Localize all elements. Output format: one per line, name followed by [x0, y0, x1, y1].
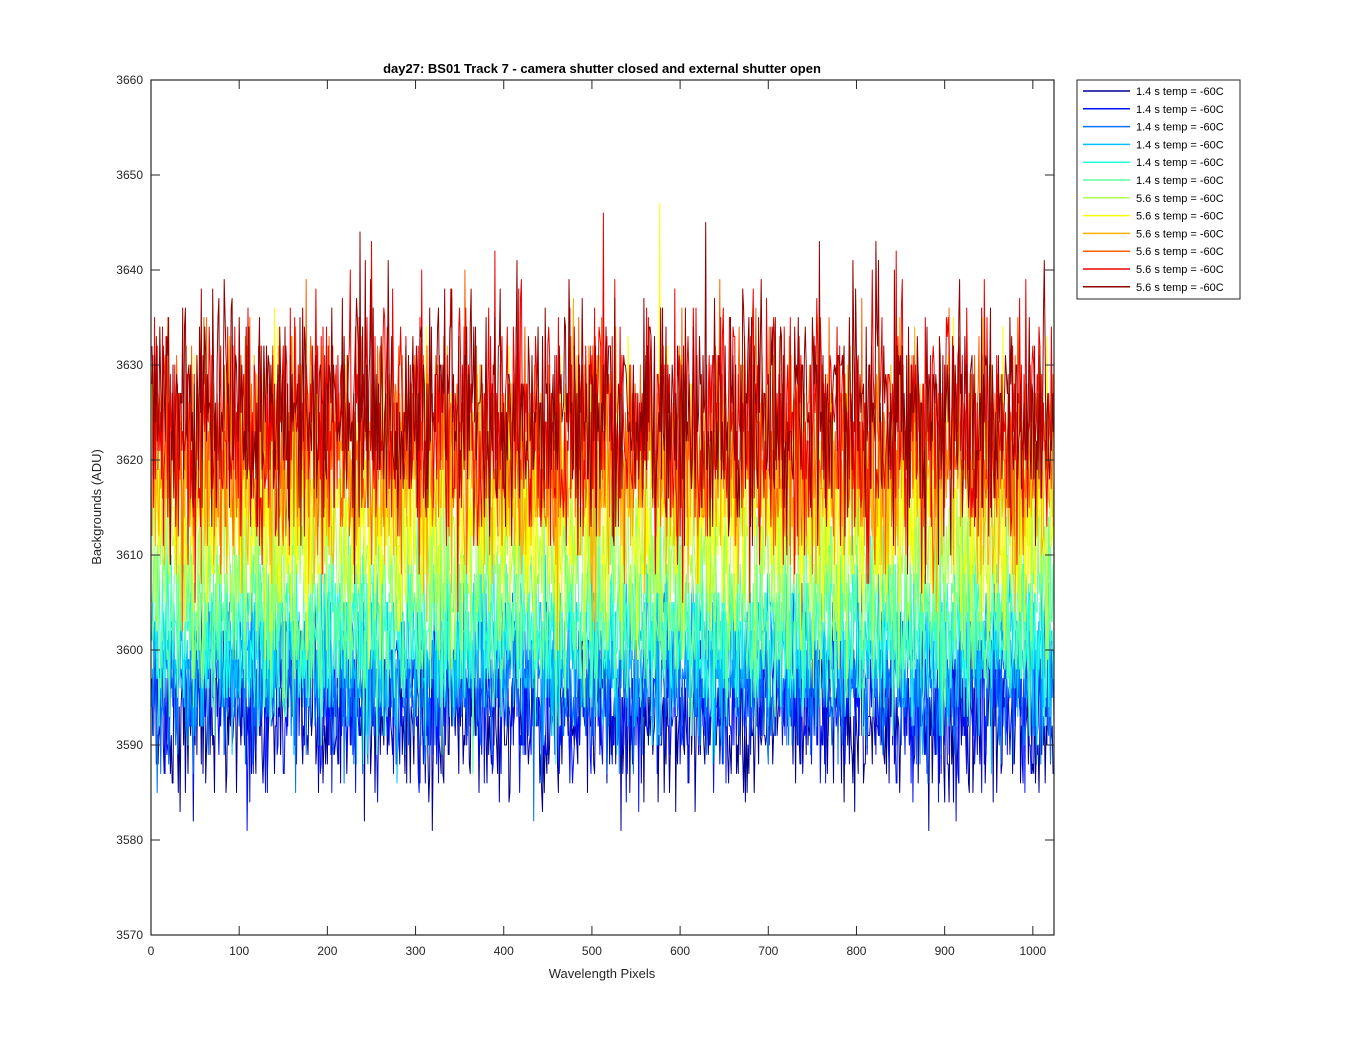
- series-line-8: [151, 203, 1055, 670]
- axes-box: [150, 79, 1055, 936]
- y-tick-label: 3640: [116, 263, 143, 277]
- y-tick-label: 3570: [116, 928, 143, 942]
- y-tick-label: 3590: [116, 738, 143, 752]
- x-axis-label: Wavelength Pixels: [549, 966, 656, 981]
- x-tick-label: 500: [582, 944, 602, 958]
- series-line-6: [151, 497, 1055, 774]
- legend-label-11: 5.6 s temp = -60C: [1136, 264, 1224, 276]
- y-tick-label: 3580: [116, 833, 143, 847]
- series-line-12: [151, 222, 1055, 584]
- x-tick-label: 0: [148, 944, 155, 958]
- y-axis-label: Backgrounds (ADU): [89, 449, 104, 565]
- series-layer: [151, 203, 1055, 831]
- legend-label-3: 1.4 s temp = -60C: [1136, 122, 1224, 134]
- x-tick-label: 200: [317, 944, 337, 958]
- legend-label-7: 5.6 s temp = -60C: [1136, 193, 1224, 205]
- legend-label-2: 1.4 s temp = -60C: [1136, 104, 1224, 116]
- y-tick-label: 3650: [116, 168, 143, 182]
- x-tick-label: 700: [758, 944, 778, 958]
- y-tick-label: 3610: [116, 548, 143, 562]
- x-tick-label: 400: [494, 944, 514, 958]
- legend-label-4: 1.4 s temp = -60C: [1136, 139, 1224, 151]
- x-tick-label: 1000: [1019, 944, 1046, 958]
- y-tick-label: 3600: [116, 643, 143, 657]
- legend-box: [1076, 79, 1241, 300]
- chart-title: day27: BS01 Track 7 - camera shutter clo…: [383, 61, 821, 76]
- legend: 1.4 s temp = -60C 1.4 s temp = -60C 1.4 s …: [1076, 79, 1241, 300]
- y-tick-label: 3620: [116, 453, 143, 467]
- y-tick-label: 3660: [116, 73, 143, 87]
- legend-label-10: 5.6 s temp = -60C: [1136, 246, 1224, 258]
- legend-label-12: 5.6 s temp = -60C: [1136, 282, 1224, 294]
- legend-label-1: 1.4 s temp = -60C: [1136, 86, 1224, 98]
- legend-label-9: 5.6 s temp = -60C: [1136, 228, 1224, 240]
- legend-label-8: 5.6 s temp = -60C: [1136, 211, 1224, 223]
- legend-label-5: 1.4 s temp = -60C: [1136, 157, 1224, 169]
- legend-label-6: 1.4 s temp = -60C: [1136, 175, 1224, 187]
- x-tick-label: 300: [406, 944, 426, 958]
- x-tick-label: 100: [229, 944, 249, 958]
- y-axis: 3570 3580 3590 3600 3610 3620 3630 3640 3650 3660: [116, 73, 1054, 942]
- x-axis: 0 100 200 300 400 500 600 700 800 900 1000: [148, 80, 1047, 958]
- x-tick-label: 600: [670, 944, 690, 958]
- y-tick-label: 3630: [116, 358, 143, 372]
- x-tick-label: 900: [935, 944, 955, 958]
- x-tick-label: 800: [846, 944, 866, 958]
